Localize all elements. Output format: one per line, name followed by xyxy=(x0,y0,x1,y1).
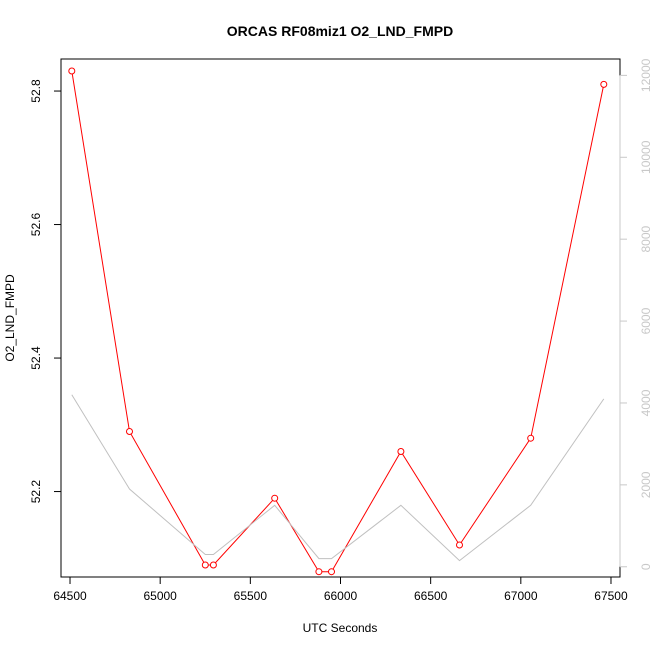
data-point xyxy=(527,434,535,442)
data-point xyxy=(315,568,323,576)
data-point xyxy=(209,561,217,569)
x-axis: 64500 65000 65500 66000 66500 67000 67500 xyxy=(53,576,628,603)
data-point xyxy=(397,448,405,455)
x-axis-label: UTC Seconds xyxy=(303,621,378,635)
y2-tick-label: 10000 xyxy=(639,140,650,174)
y-axis-left: 52.2 52.4 52.6 52.8 xyxy=(29,79,62,504)
y-tick-label: 52.4 xyxy=(29,346,43,370)
x-tick-label: 66500 xyxy=(414,589,448,603)
y-axis-label: O2_LND_FMPD xyxy=(3,274,17,362)
y-tick-label: 52.8 xyxy=(29,79,43,103)
series-line-left xyxy=(71,70,605,573)
chart-title: ORCAS RF08miz1 O2_LND_FMPD xyxy=(227,23,453,39)
y2-tick-label: 0 xyxy=(639,563,650,570)
y2-tick-label: 12000 xyxy=(639,58,650,92)
data-point xyxy=(68,67,76,75)
series-line-right xyxy=(71,394,605,562)
x-tick-label: 67000 xyxy=(504,589,538,603)
y-tick-label: 52.2 xyxy=(29,480,43,504)
data-point xyxy=(328,568,335,576)
y-axis-right: 0 2000 4000 6000 8000 10000 12000 xyxy=(619,58,650,570)
plot-frame xyxy=(60,58,621,578)
x-tick-label: 66000 xyxy=(324,589,358,603)
y2-tick-label: 4000 xyxy=(639,389,650,416)
data-point xyxy=(271,494,279,502)
y2-tick-label: 6000 xyxy=(639,307,650,334)
x-tick-label: 65000 xyxy=(143,589,177,603)
x-tick-label: 64500 xyxy=(53,589,87,603)
data-point xyxy=(600,80,608,88)
series-layer xyxy=(68,67,608,576)
data-point xyxy=(456,541,463,549)
x-tick-label: 65500 xyxy=(234,589,268,603)
data-point xyxy=(126,428,133,435)
y2-tick-label: 2000 xyxy=(639,471,650,498)
x-tick-label: 67500 xyxy=(594,589,628,603)
y-tick-label: 52.6 xyxy=(29,213,43,237)
data-point xyxy=(201,561,209,569)
y2-tick-label: 8000 xyxy=(639,226,650,253)
